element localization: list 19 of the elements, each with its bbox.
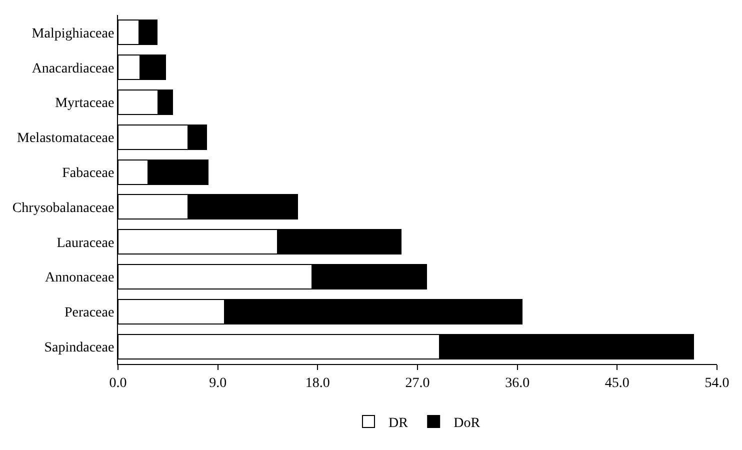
y-tick-label: Peraceae — [64, 306, 114, 321]
y-tick-label: Anacardiaceae — [32, 61, 114, 76]
y-tick-label: Lauraceae — [56, 236, 114, 251]
y-tick-label: Chrysobalanaceae — [12, 200, 114, 216]
y-tick-label: Annonaceae — [45, 270, 114, 286]
y-tick-label: Melastomataceae — [17, 131, 114, 146]
x-tick-label: 9.0 — [209, 376, 227, 391]
x-tick-label: 27.0 — [405, 376, 430, 391]
x-tick-label: 0.0 — [109, 376, 127, 391]
x-tick-label: 45.0 — [604, 376, 630, 391]
legend-label: DoR — [454, 416, 481, 431]
y-tick-label: Sapindaceae — [44, 340, 114, 356]
x-tick-label: 54.0 — [704, 376, 730, 391]
y-tick-label: Fabaceae — [62, 166, 114, 181]
y-tick-label: Myrtaceae — [55, 96, 114, 112]
y-tick-label: Malpighiaceae — [32, 26, 114, 42]
x-tick-label: 36.0 — [505, 376, 530, 391]
x-tick-label: 18.0 — [305, 376, 330, 391]
legend-label: DR — [388, 416, 409, 431]
